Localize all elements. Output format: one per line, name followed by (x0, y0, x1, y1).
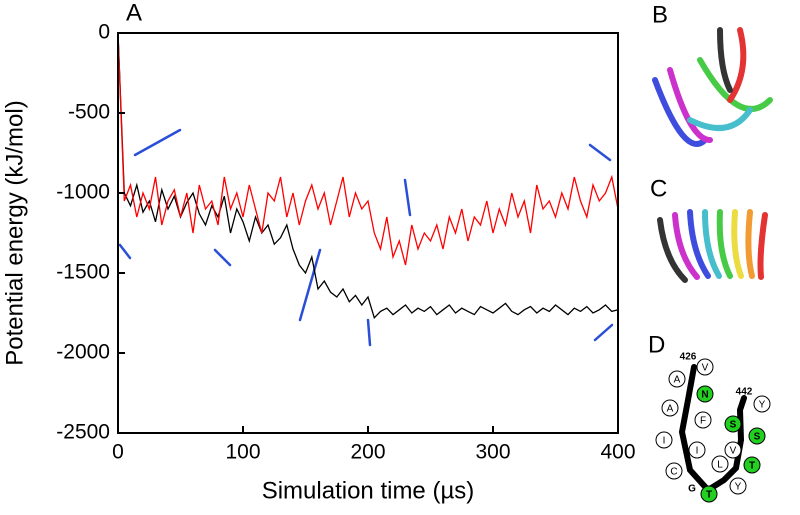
residue-label: Y (759, 400, 766, 411)
residue-label: C (670, 467, 677, 478)
residue (748, 427, 766, 445)
residue-label: S (730, 420, 737, 431)
residue-label: S (754, 432, 761, 443)
y-tick-label: -1500 (56, 261, 110, 284)
series-line (117, 32, 619, 320)
residue-label: I (696, 446, 699, 457)
residue-label: L (717, 460, 723, 471)
residue (743, 456, 761, 474)
residue (753, 395, 771, 413)
y-tick-label: -2500 (56, 421, 110, 444)
x-tick-label: 200 (350, 441, 385, 464)
x-tick-label: 100 (225, 441, 260, 464)
x-tick-label: 300 (475, 441, 510, 464)
residue (729, 477, 747, 495)
residue-label: A (667, 404, 674, 415)
residue (711, 455, 729, 473)
panel-label: A (126, 0, 142, 26)
x-tick-label: 0 (112, 441, 124, 464)
residue-label: F (700, 416, 706, 427)
residue-label: A (674, 375, 681, 386)
residue-label: I (663, 436, 666, 447)
residue (688, 441, 706, 459)
residue (665, 462, 683, 480)
residue (694, 411, 712, 429)
x-tick-label: 400 (600, 441, 635, 464)
residue (700, 485, 718, 503)
residue-label: T (749, 461, 755, 472)
residue (655, 431, 673, 449)
end-residue: 442 (736, 387, 753, 398)
panel-label: B (652, 1, 668, 28)
start-residue: 426 (680, 352, 697, 363)
residue-label: V (702, 363, 709, 374)
y-tick-label: 0 (98, 21, 110, 44)
panel-label: D (648, 331, 665, 358)
x-axis-title: Simulation time (µs) (262, 477, 475, 504)
y-tick-label: -1000 (56, 181, 110, 204)
y-tick-label: -500 (68, 101, 110, 124)
y-axis-title: Potential energy (kJ/mol) (1, 100, 28, 365)
residue-label: T (706, 490, 712, 501)
residue-label: Y (735, 482, 742, 493)
residue (724, 415, 742, 433)
decorations (118, 27, 773, 494)
y-tick-label: -2000 (56, 341, 110, 364)
turn-residue: G (688, 484, 696, 495)
residue (668, 370, 686, 388)
residue (696, 385, 714, 403)
residue-label: N (701, 390, 708, 401)
residue (696, 358, 714, 376)
series-line (117, 32, 619, 266)
panel-label: C (650, 175, 667, 202)
residue (661, 399, 679, 417)
residue (724, 441, 742, 459)
residue-label: V (730, 446, 737, 457)
